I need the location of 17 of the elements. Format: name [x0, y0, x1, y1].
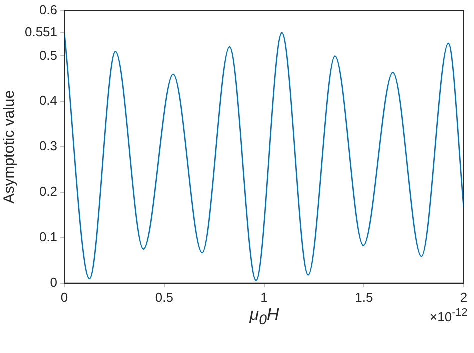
x-axis-title: μ$_{0}$H	[250, 305, 280, 329]
y-tick-label: 0.2	[39, 184, 58, 200]
text: ×10$^{-12}$	[430, 307, 468, 325]
line-series	[64, 32, 464, 282]
y-tick-label: 0.6	[39, 2, 58, 18]
y-tick-label: 0.3	[39, 138, 58, 154]
x-tick-label: 1.5	[355, 290, 374, 305]
y-tick-label: 0.1	[39, 230, 58, 245]
x-tick-label: 2	[460, 290, 468, 305]
x-tick-label: 1	[260, 290, 268, 305]
x-tick-label: 0	[60, 290, 68, 305]
y-axis-title: Asymptotic value	[1, 90, 18, 204]
y-tick-label: 0	[50, 274, 58, 290]
y-tick-label: 0.4	[39, 93, 58, 108]
y-tick-label: 0.5	[39, 48, 58, 63]
y-tick-label: 0.551	[24, 24, 58, 40]
x-tick-label: 0.5	[155, 290, 174, 305]
